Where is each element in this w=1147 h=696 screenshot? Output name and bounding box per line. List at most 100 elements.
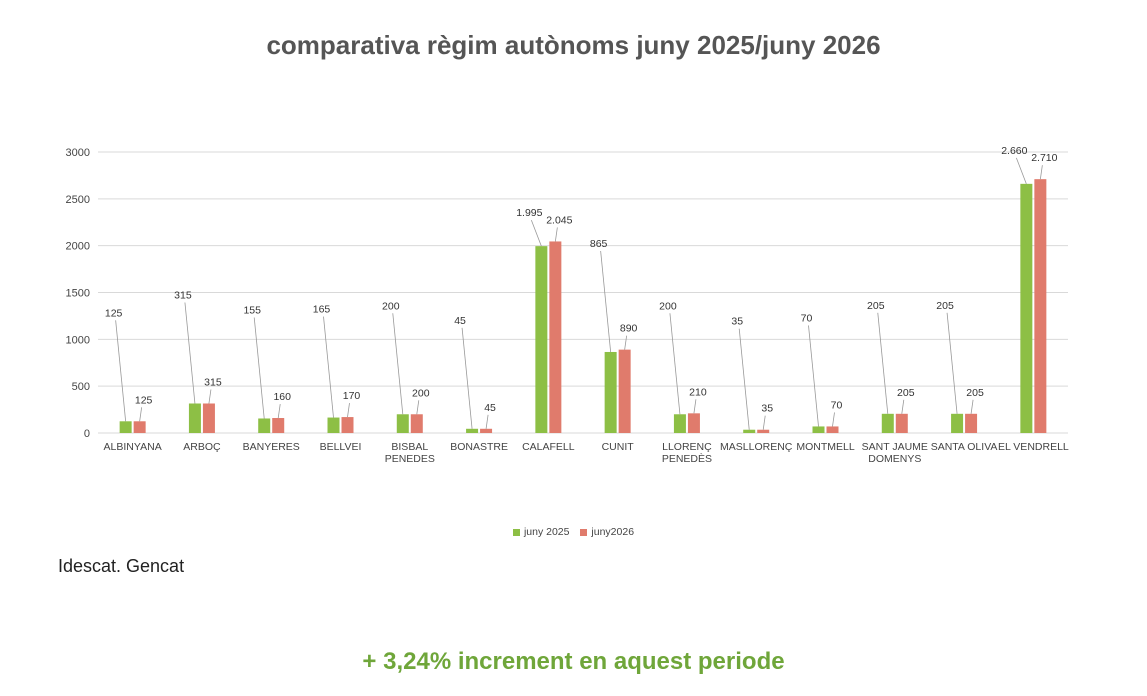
leader-line-juny-2026 (901, 399, 905, 414)
data-label-juny-2026: 45 (484, 402, 496, 414)
bar-juny-2025 (951, 413, 964, 433)
data-label-juny-2026: 210 (689, 386, 707, 398)
bar-juny-2026 (618, 349, 631, 433)
bar-juny-2026 (826, 426, 839, 433)
y-tick-label: 0 (84, 428, 90, 440)
x-tick-label: SANTA OLIVA (931, 441, 998, 453)
y-tick-label: 1000 (66, 334, 90, 346)
bars-layer (119, 179, 1047, 433)
leader-line-juny-2025 (738, 328, 750, 430)
x-tick-label: SANT JAUME (862, 441, 928, 453)
data-label-juny-2026: 200 (412, 387, 430, 399)
leader-line-juny-2026 (347, 403, 350, 418)
data-label-juny-2026: 125 (135, 394, 153, 406)
leader-line-juny-2026 (1039, 165, 1043, 180)
x-tick-label: CALAFELL (522, 441, 575, 453)
bar-juny-2026 (687, 413, 700, 433)
grid-layer: 0 500 1000 1500 2000 2500 3000 (66, 147, 1068, 440)
data-label-juny-2025: 315 (174, 289, 192, 301)
data-label-juny-2026: 2.710 (1031, 152, 1057, 164)
leader-line-juny-2025 (600, 250, 612, 353)
leader-line-juny-2026 (139, 407, 143, 422)
data-label-juny-2026: 70 (831, 399, 843, 411)
bar-juny-2026 (549, 241, 562, 433)
data-label-juny-2025: 1.995 (516, 207, 542, 219)
chart-title: comparativa règim autònoms juny 2025/jun… (266, 30, 881, 60)
leader-line-juny-2025 (1015, 157, 1027, 184)
bar-juny-2025 (604, 351, 617, 433)
bar-juny-2026 (480, 428, 493, 433)
x-tick-label: EL VENDRELL (998, 441, 1069, 453)
data-label-juny-2025: 125 (105, 307, 123, 319)
leader-line-juny-2025 (669, 313, 681, 415)
data-label-juny-2026: 35 (761, 403, 773, 415)
bar-juny-2025 (466, 428, 479, 433)
bar-juny-2026 (341, 417, 354, 433)
y-tick-label: 3000 (66, 147, 90, 159)
bar-juny-2025 (327, 417, 340, 433)
bar-juny-2025 (1020, 183, 1033, 433)
data-label-juny-2025: 2.660 (1001, 145, 1027, 157)
bar-juny-2025 (188, 403, 201, 433)
leader-line-juny-2026 (416, 400, 420, 415)
data-label-juny-2026: 315 (204, 376, 222, 388)
labels-layer: ALBINYANA 125 125 ARBOÇ 315 315 BANYERES 155 160… (104, 145, 1069, 465)
x-tick-label: MASLLORENÇ (720, 441, 793, 453)
y-tick-label: 500 (72, 381, 90, 393)
bar-juny-2026 (272, 418, 285, 433)
data-label-juny-2025: 35 (731, 316, 743, 328)
bar-juny-2025 (535, 246, 548, 433)
leader-line-juny-2025 (877, 312, 889, 414)
bar-juny-2025 (673, 414, 686, 433)
leader-line-juny-2025 (184, 302, 196, 404)
data-label-juny-2026: 170 (343, 390, 361, 402)
increment-note: + 3,24% increment en aquest periode (362, 648, 785, 675)
data-label-juny-2026: 205 (897, 387, 915, 399)
y-tick-label: 2500 (66, 194, 90, 206)
leader-line-juny-2025 (392, 313, 404, 415)
x-tick-label: MONTMELL (796, 441, 855, 453)
legend-item-juny-2025: juny 2025 (512, 526, 570, 538)
leader-line-juny-2026 (277, 403, 281, 419)
bar-juny-2026 (202, 403, 215, 433)
x-tick-label: CUNIT (602, 441, 635, 453)
bar-juny-2026 (965, 413, 978, 433)
bar-chart: 0 500 1000 1500 2000 2500 3000 ALBINYANA 125 125… (66, 145, 1069, 465)
legend: juny 2025 juny2026 (0, 526, 1147, 539)
data-label-juny-2025: 200 (659, 300, 677, 312)
leader-line-juny-2026 (208, 389, 212, 404)
x-tick-label: BANYERES (243, 441, 300, 453)
bar-juny-2026 (757, 429, 770, 433)
x-tick-label: BELLVEI (320, 441, 362, 453)
bar-juny-2025 (258, 418, 271, 433)
data-label-juny-2025: 205 (936, 300, 954, 312)
leader-line-juny-2026 (624, 335, 628, 350)
leader-line-juny-2026 (762, 415, 766, 430)
data-label-juny-2026: 160 (273, 391, 291, 403)
leader-line-juny-2026 (693, 399, 697, 414)
x-tick-label: DOMENYS (868, 453, 921, 465)
data-label-juny-2025: 165 (313, 304, 331, 316)
data-label-juny-2025: 200 (382, 300, 400, 312)
data-label-juny-2025: 45 (454, 315, 466, 327)
bar-juny-2025 (812, 426, 825, 433)
bar-juny-2025 (396, 414, 409, 433)
legend-swatch-juny-2025 (512, 528, 520, 536)
legend-swatch-juny-2026 (580, 528, 588, 536)
leader-line-juny-2026 (554, 227, 558, 242)
data-label-juny-2026: 205 (966, 387, 984, 399)
x-tick-label: ALBINYANA (104, 441, 162, 453)
bar-juny-2026 (133, 421, 146, 433)
bar-juny-2026 (895, 413, 908, 433)
data-label-juny-2025: 155 (243, 304, 261, 316)
leader-line-juny-2025 (808, 325, 819, 427)
legend-item-juny-2026: juny2026 (580, 526, 634, 538)
legend-label-juny-2026: juny2026 (591, 526, 635, 538)
data-label-juny-2026: 890 (620, 323, 638, 335)
x-tick-label: PENEDES (385, 453, 435, 465)
bar-juny-2026 (410, 414, 423, 433)
x-tick-label: BONASTRE (450, 441, 508, 453)
source-note: Idescat. Gencat (58, 556, 185, 576)
x-tick-label: ARBOÇ (183, 441, 221, 453)
data-label-juny-2026: 2.045 (546, 214, 572, 226)
